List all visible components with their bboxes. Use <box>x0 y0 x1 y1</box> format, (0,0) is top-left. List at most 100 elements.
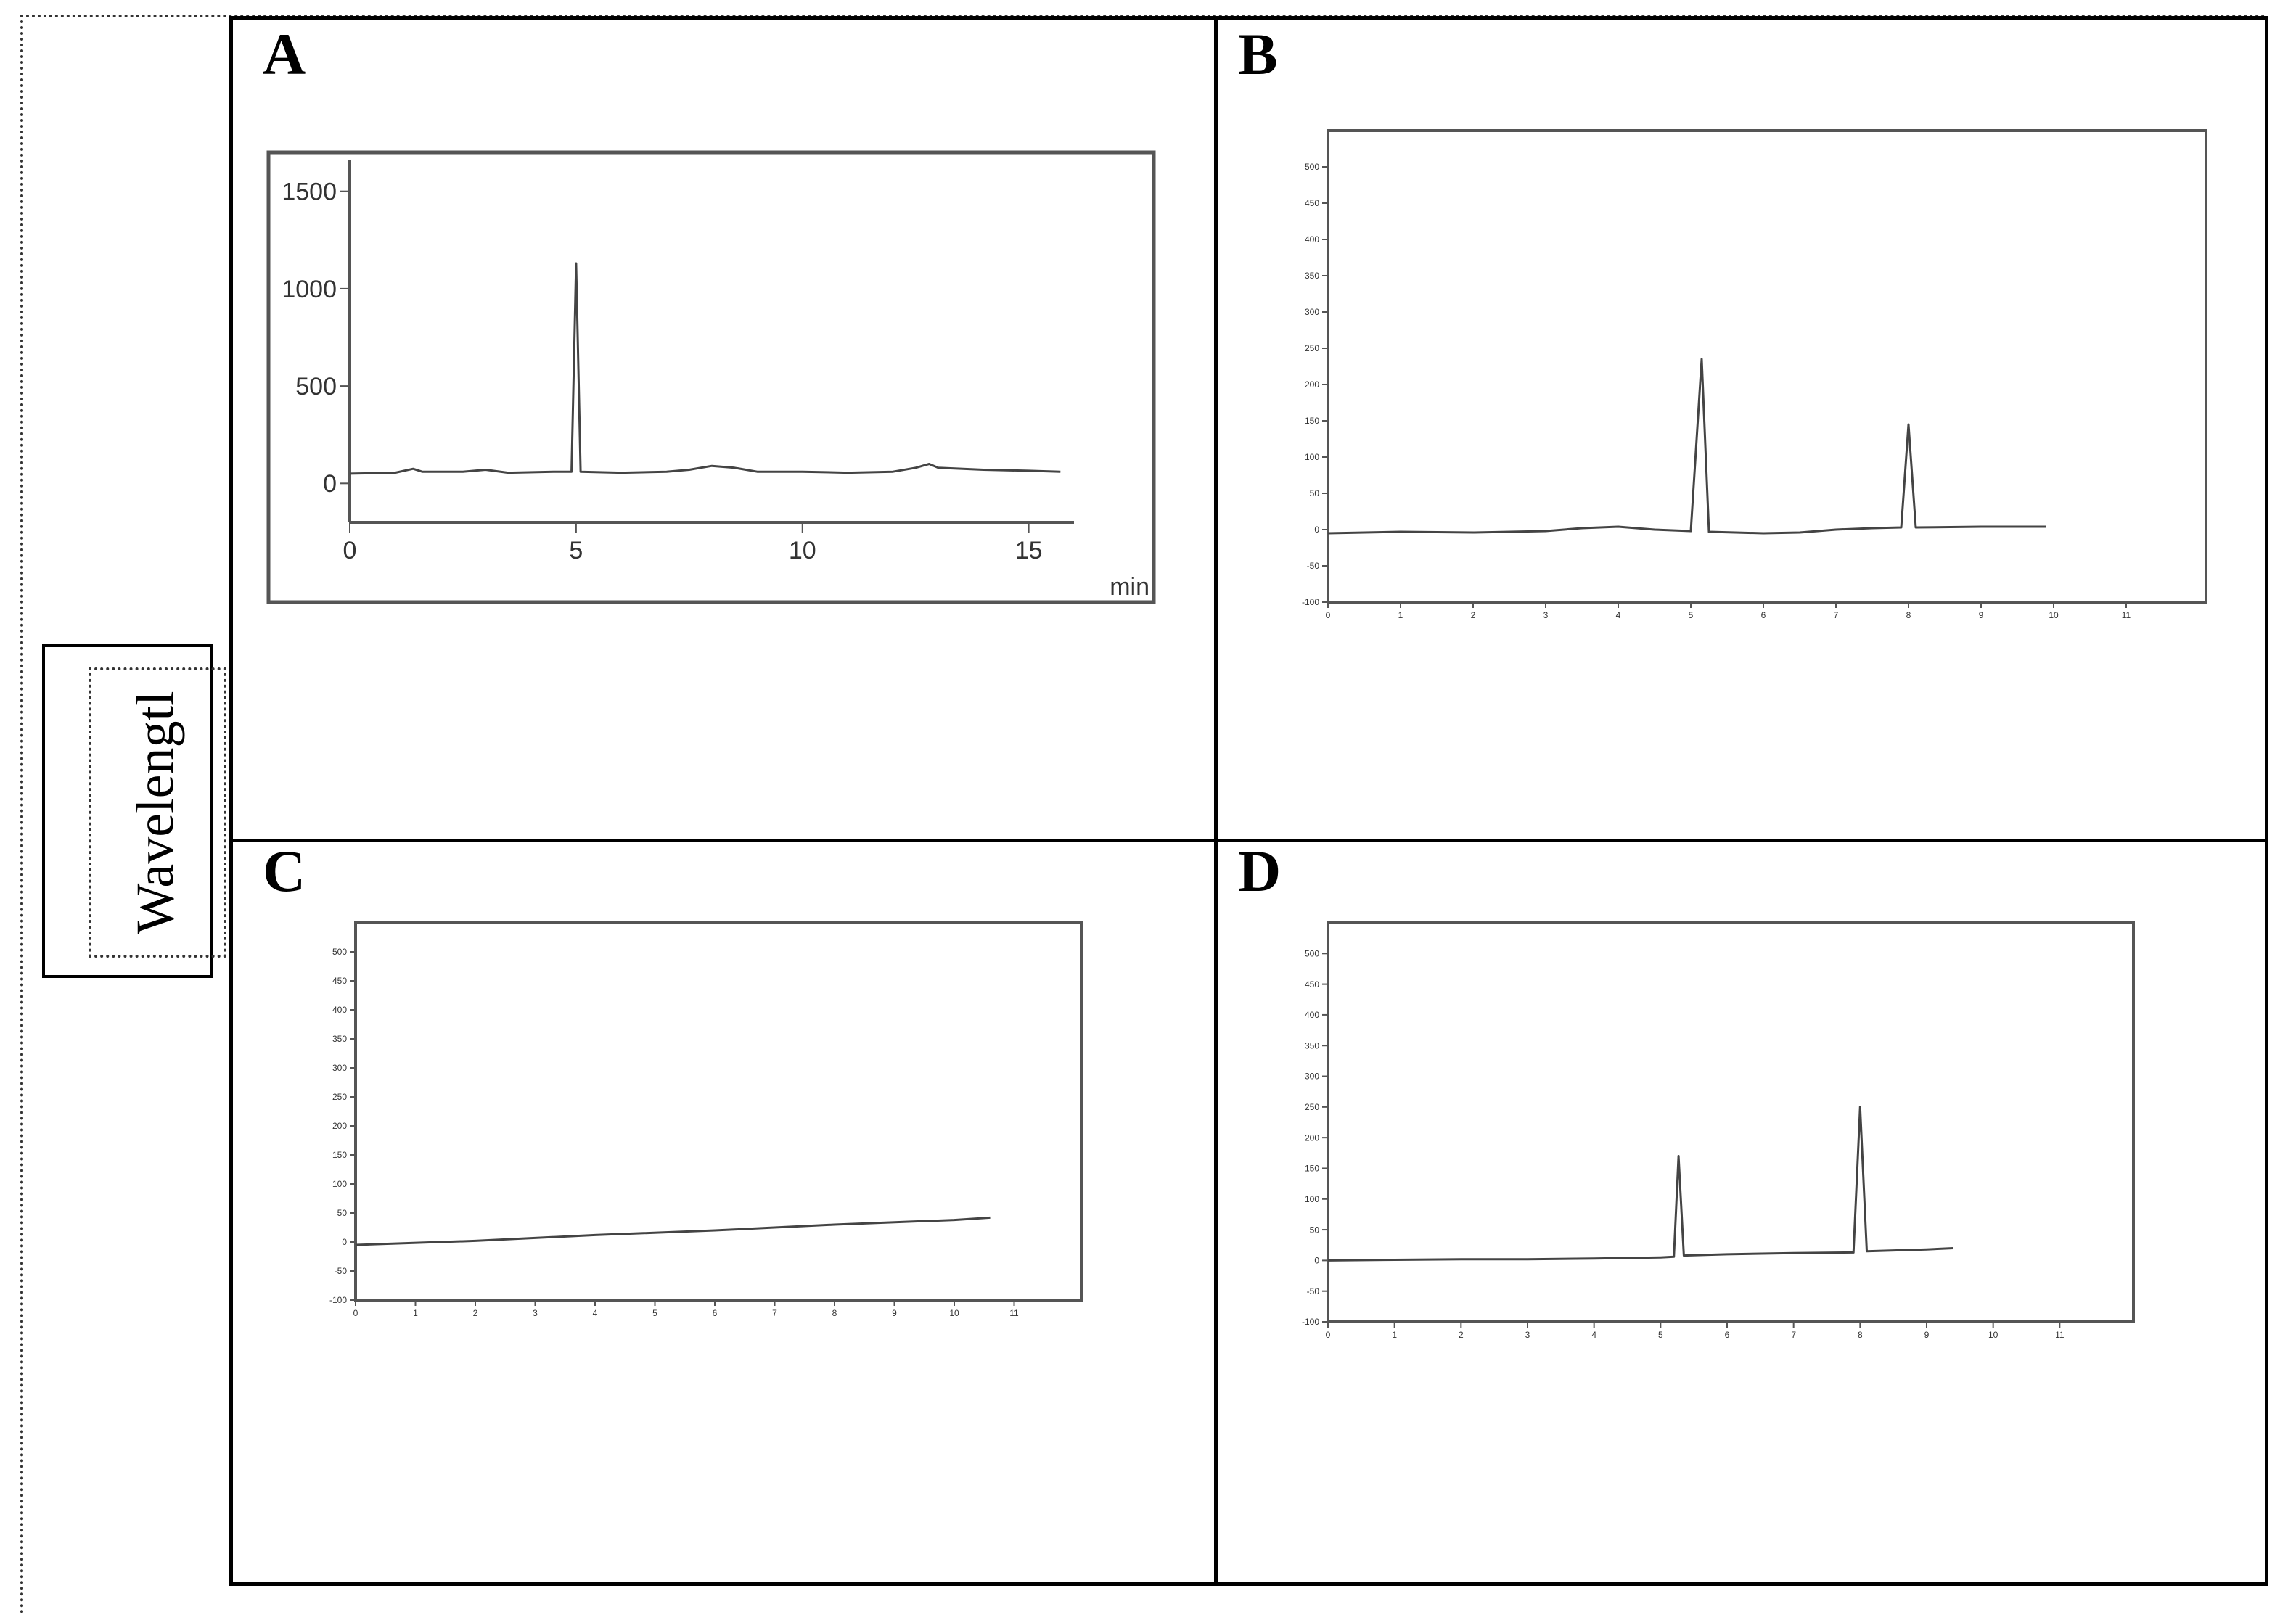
chromatogram-trace-c <box>355 1216 991 1246</box>
plot-frame-c <box>354 921 1083 1302</box>
x-tick-label-b: 6 <box>1761 610 1766 620</box>
y-tick-label-c: 150 <box>332 1150 347 1160</box>
y-tick-label-a: 0 <box>323 470 337 498</box>
plot-frame-b <box>1327 129 2207 604</box>
chromatogram-trace-b <box>1327 358 2046 535</box>
x-tick-label-b: 11 <box>2122 610 2131 620</box>
x-tick-label-b: 3 <box>1543 610 1549 620</box>
y-tick-label-d: 500 <box>1305 949 1319 959</box>
y-tick-label-c: 350 <box>332 1034 347 1044</box>
x-tick-label-a: 5 <box>569 537 583 564</box>
panel-letter-c: C <box>263 838 306 904</box>
x-tick-label-c: 8 <box>832 1308 837 1318</box>
y-tick-label-c: 0 <box>342 1237 347 1247</box>
y-tick-label-d: 400 <box>1305 1010 1319 1020</box>
x-tick-label-b: 1 <box>1398 610 1403 620</box>
y-tick-label-b: -100 <box>1302 597 1319 607</box>
y-tick-label-b: 450 <box>1305 198 1319 208</box>
grid-horizontal-divider <box>229 839 2268 842</box>
x-tick-label-d: 3 <box>1525 1330 1530 1340</box>
y-tick-label-d: 200 <box>1305 1132 1319 1143</box>
y-tick-label-a: 1000 <box>282 276 337 303</box>
y-tick-label-d: 450 <box>1305 979 1319 990</box>
x-tick-label-d: 7 <box>1791 1330 1796 1340</box>
chromatogram-c: -100 -50 0 50 100 150 200 250 300 350 400 450 500 0 1 2… <box>329 921 1083 1318</box>
y-tick-label-b: 150 <box>1305 416 1319 426</box>
y-tick-label-a: 500 <box>295 373 337 400</box>
x-tick-label-b: 2 <box>1471 610 1476 620</box>
plot-frame-a <box>266 150 1156 604</box>
y-tick-label-d: 300 <box>1305 1072 1319 1082</box>
chromatogram-trace-a <box>349 262 1061 475</box>
y-tick-label-c: 400 <box>332 1005 347 1015</box>
y-tick-label-c: 250 <box>332 1092 347 1102</box>
x-tick-label-b: 10 <box>2049 610 2059 620</box>
x-tick-label-c: 0 <box>353 1308 358 1318</box>
side-label-box <box>42 644 213 978</box>
x-tick-label-c: 7 <box>772 1308 777 1318</box>
y-tick-label-a: 1500 <box>282 178 337 206</box>
y-tick-label-c: -100 <box>329 1295 347 1305</box>
y-tick-label-c: 300 <box>332 1063 347 1073</box>
grid-vertical-divider <box>1214 16 1218 1586</box>
y-tick-label-b: -50 <box>1307 561 1320 571</box>
x-tick-label-b: 5 <box>1689 610 1694 620</box>
y-tick-label-d: 100 <box>1305 1194 1319 1204</box>
y-tick-label-c: -50 <box>335 1266 348 1276</box>
y-tick-label-b: 200 <box>1305 379 1319 390</box>
panel-letter-b: B <box>1238 21 1278 87</box>
y-tick-label-c: 450 <box>332 976 347 986</box>
chromatogram-d: -100 -50 0 50 100 150 200 250 300 350 400 450 500 0 1 2… <box>1302 921 2135 1340</box>
x-tick-label-b: 9 <box>1979 610 1984 620</box>
y-tick-label-d: -50 <box>1307 1286 1320 1296</box>
y-tick-label-c: 100 <box>332 1179 347 1189</box>
x-tick-label-a: 0 <box>343 537 357 564</box>
x-tick-label-c: 4 <box>593 1308 598 1318</box>
x-tick-label-c: 9 <box>892 1308 897 1318</box>
y-tick-label-b: 300 <box>1305 307 1319 317</box>
x-tick-label-b: 4 <box>1616 610 1621 620</box>
plot-frame-d <box>1327 921 2135 1323</box>
y-tick-label-c: 500 <box>332 947 347 957</box>
x-tick-label-d: 5 <box>1658 1330 1663 1340</box>
x-tick-label-d: 8 <box>1858 1330 1863 1340</box>
side-label: Wavelengtl <box>126 691 186 934</box>
y-tick-label-b: 500 <box>1305 162 1319 172</box>
x-tick-label-c: 2 <box>473 1308 478 1318</box>
y-tick-label-b: 350 <box>1305 271 1319 281</box>
chromatogram-a: 0 500 1000 1500 0 5 10 15 min <box>266 150 1156 604</box>
chromatogram-b: -100 -50 0 50 100 150 200 250 300 350 400 450 500 0 1 2… <box>1302 129 2207 620</box>
y-tick-label-d: -100 <box>1302 1317 1319 1327</box>
y-tick-label-c: 200 <box>332 1121 347 1131</box>
x-tick-label-c: 6 <box>713 1308 718 1318</box>
x-tick-label-d: 10 <box>1988 1330 1998 1340</box>
x-tick-label-c: 11 <box>1009 1308 1019 1318</box>
panel-letter-a: A <box>263 21 306 87</box>
y-tick-label-b: 250 <box>1305 343 1319 353</box>
y-tick-label-d: 0 <box>1314 1256 1319 1266</box>
panel-letter-d: D <box>1238 838 1282 904</box>
y-tick-label-b: 100 <box>1305 452 1319 462</box>
y-tick-label-d: 50 <box>1310 1225 1320 1235</box>
panel-grid <box>229 16 2268 1586</box>
y-tick-label-d: 350 <box>1305 1040 1319 1050</box>
x-tick-label-b: 8 <box>1906 610 1911 620</box>
x-tick-label-c: 5 <box>652 1308 657 1318</box>
x-tick-label-d: 11 <box>2055 1330 2065 1340</box>
x-tick-label-d: 1 <box>1392 1330 1397 1340</box>
x-tick-label-b: 7 <box>1834 610 1839 620</box>
y-tick-label-b: 0 <box>1314 525 1319 535</box>
side-label-dotted-box <box>89 667 226 958</box>
y-tick-label-d: 150 <box>1305 1164 1319 1174</box>
x-tick-label-d: 6 <box>1725 1330 1730 1340</box>
x-tick-label-b: 0 <box>1326 610 1331 620</box>
y-tick-label-b: 400 <box>1305 234 1319 244</box>
y-tick-label-c: 50 <box>337 1208 348 1218</box>
x-tick-label-d: 4 <box>1591 1330 1596 1340</box>
x-tick-label-a: 15 <box>1015 537 1043 564</box>
chromatogram-trace-d <box>1327 1106 1953 1262</box>
x-tick-label-d: 0 <box>1326 1330 1331 1340</box>
x-tick-label-c: 1 <box>413 1308 418 1318</box>
x-tick-label-d: 2 <box>1459 1330 1464 1340</box>
x-tick-label-a: 10 <box>789 537 816 564</box>
